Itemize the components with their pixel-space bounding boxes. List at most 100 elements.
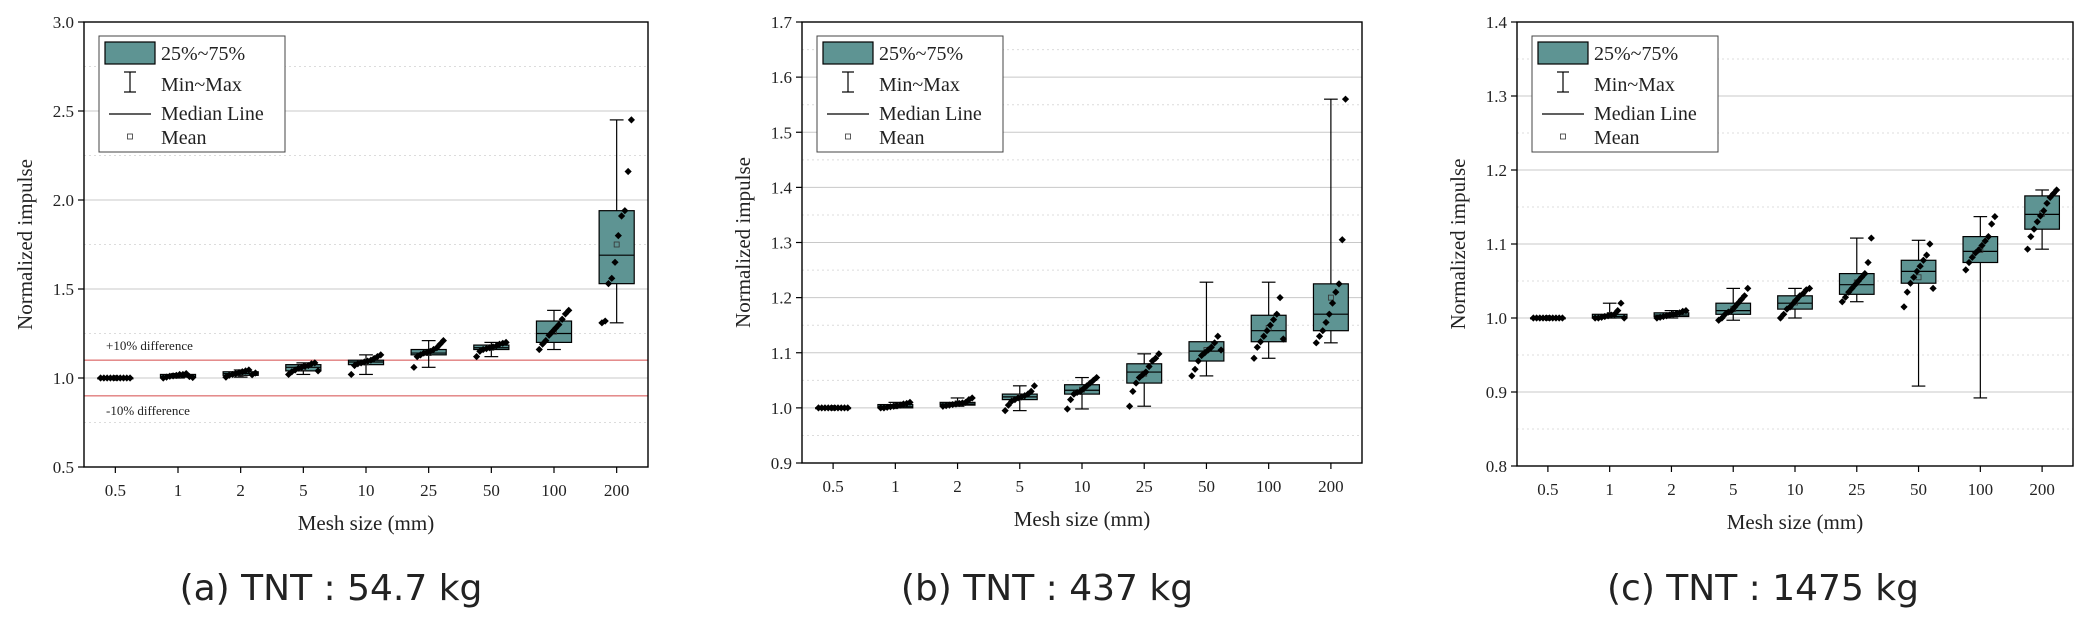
data-point	[1789, 299, 1797, 307]
legend-swatch-mean	[1560, 133, 1566, 140]
data-point	[1913, 267, 1921, 275]
data-point	[545, 331, 553, 339]
data-point	[555, 321, 563, 329]
data-point	[886, 403, 895, 411]
x-axis-label: Mesh size (mm)	[1727, 510, 1863, 534]
data-point	[2023, 245, 2032, 253]
y-tick-label: 1.3	[771, 234, 792, 253]
reference-line-label: +10% difference	[106, 338, 193, 353]
data-point	[347, 370, 355, 379]
legend-label-box: 25%~75%	[879, 43, 963, 65]
legend-label-median: Median Line	[879, 103, 982, 125]
chart-panel-b: 0.91.01.11.21.31.41.51.61.70.5 1 2 5 10 25 50 1…	[731, 13, 1363, 531]
y-axis-label: Normalized impulse	[731, 157, 755, 328]
data-point	[311, 359, 319, 367]
data-point	[1276, 294, 1284, 302]
y-tick-label: 1.0	[1486, 309, 1507, 328]
data-point	[307, 360, 316, 368]
data-point	[1014, 394, 1022, 402]
iqr-box	[1962, 236, 1999, 264]
legend-label-mean: Mean	[161, 127, 207, 149]
x-tick-label: 2	[1667, 480, 1676, 499]
data-point	[611, 258, 619, 266]
data-point	[1867, 234, 1875, 242]
data-point	[1682, 307, 1690, 315]
data-point	[1728, 307, 1736, 315]
data-point	[1558, 314, 1567, 322]
data-point	[1848, 284, 1856, 292]
x-tick-label: 25	[1848, 480, 1865, 499]
data-point	[1125, 402, 1134, 410]
data-point	[1988, 220, 1996, 228]
data-point	[1129, 387, 1137, 395]
x-tick-label: 100	[1256, 477, 1282, 496]
data-point	[1926, 240, 1934, 248]
x-tick-label: 5	[299, 481, 308, 500]
data-point	[1962, 266, 1970, 274]
data-point	[1080, 384, 1088, 393]
data-point	[1900, 303, 1908, 311]
legend-swatch-box	[104, 41, 156, 65]
data-point	[2036, 212, 2045, 220]
data-point	[1269, 316, 1278, 324]
data-point	[1780, 310, 1788, 318]
data-point	[439, 337, 448, 345]
legend-swatch-mean	[127, 133, 133, 140]
data-point	[561, 310, 570, 318]
x-axis-label: Mesh size (mm)	[1014, 507, 1150, 531]
y-tick-label: 1.2	[771, 289, 792, 308]
data-point	[1929, 284, 1937, 292]
data-point	[1256, 338, 1265, 346]
x-tick-label: 2	[953, 477, 962, 496]
x-tick-label: 100	[1968, 480, 1994, 499]
data-point	[235, 369, 243, 377]
data-point	[1325, 310, 1333, 318]
data-point	[1001, 407, 1009, 415]
data-point	[1273, 310, 1281, 318]
data-point	[1214, 332, 1222, 340]
data-point	[1721, 310, 1729, 318]
legend-label-mean: Mean	[879, 127, 925, 149]
y-tick-label: 3.0	[53, 13, 74, 32]
x-tick-label: 50	[483, 481, 500, 500]
legend-label-median: Median Line	[161, 103, 264, 125]
data-point	[185, 372, 194, 381]
x-tick-label: 200	[1318, 477, 1344, 496]
y-tick-label: 1.3	[1486, 87, 1507, 106]
data-point	[1319, 327, 1327, 335]
data-point	[1067, 396, 1075, 404]
data-point	[1030, 382, 1039, 390]
data-point	[968, 394, 976, 402]
data-point	[1984, 233, 1993, 241]
legend-label-box: 25%~75%	[1594, 43, 1678, 65]
x-tick-label: 100	[541, 481, 567, 500]
mean-marker	[1327, 294, 1334, 301]
data-point	[1332, 288, 1340, 296]
data-point	[1253, 343, 1261, 351]
data-point	[1617, 299, 1625, 307]
data-point	[2040, 207, 2048, 215]
y-tick-label: 0.8	[1486, 457, 1507, 476]
data-point	[1008, 397, 1016, 405]
data-point	[294, 364, 303, 372]
data-point	[608, 274, 616, 282]
data-point	[548, 328, 556, 336]
x-tick-label: 5	[1729, 480, 1738, 499]
chart-panel-c: 0.80.91.01.11.21.31.40.5 1 2 5 10 25 50 100 200M…	[1446, 13, 2074, 534]
data-point	[1669, 310, 1677, 318]
data-point	[2027, 233, 2035, 241]
x-tick-label: 0.5	[822, 477, 843, 496]
y-tick-label: 1.2	[1486, 161, 1507, 180]
data-point	[1263, 327, 1271, 335]
data-point	[1322, 318, 1330, 327]
data-point	[377, 351, 385, 359]
data-point	[1207, 343, 1215, 351]
x-tick-label: 200	[2029, 480, 2055, 499]
data-point	[1610, 310, 1619, 318]
chart-panel-a: 0.5 1.0 1.5 2.0 2.5 3.0 +10% difference -10% di…	[13, 13, 649, 535]
data-point	[1614, 307, 1622, 315]
data-point	[1923, 251, 1931, 259]
data-point	[1607, 311, 1615, 319]
data-point	[166, 372, 174, 380]
